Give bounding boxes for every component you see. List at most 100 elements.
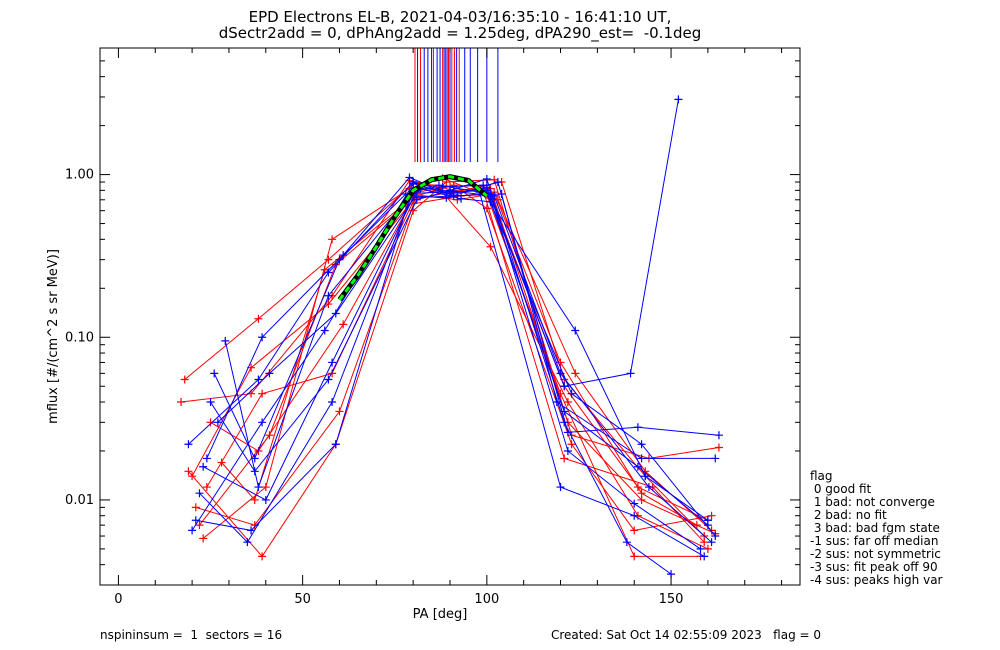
data-point (560, 454, 569, 463)
data-point (438, 182, 447, 191)
data-point (560, 418, 569, 427)
flag-legend: flag 0 good fit 1 bad: not converge 2 ba… (810, 470, 942, 587)
data-point (331, 440, 340, 449)
data-point (254, 375, 263, 384)
series-line (213, 190, 712, 543)
data-point (191, 503, 200, 512)
data-point (335, 255, 344, 264)
data-point (328, 358, 337, 367)
data-point (674, 95, 683, 104)
data-point (250, 495, 259, 504)
data-point (490, 191, 499, 200)
data-point (637, 440, 646, 449)
data-point (265, 369, 274, 378)
x-tick-label: 50 (294, 592, 311, 607)
data-point (630, 511, 639, 520)
series-line (210, 178, 672, 575)
data-point (188, 472, 197, 481)
data-point (339, 320, 348, 329)
data-point (210, 369, 219, 378)
data-point (243, 538, 252, 547)
data-point (405, 173, 414, 182)
data-point (221, 336, 230, 345)
data-point (446, 186, 454, 195)
data-point (206, 397, 215, 406)
data-point (258, 418, 267, 427)
data-point (711, 532, 720, 541)
data-point (703, 516, 712, 525)
data-point (567, 389, 576, 398)
x-tick-label: 0 (114, 592, 122, 607)
fit-curve (338, 175, 488, 301)
data-point (449, 191, 458, 200)
data-point (199, 462, 208, 471)
data-point (626, 369, 635, 378)
data-point (258, 333, 267, 342)
data-point (328, 397, 337, 406)
data-point (707, 538, 716, 547)
data-point (265, 431, 274, 440)
x-tick-label: 150 (659, 592, 684, 607)
data-point (184, 467, 193, 476)
chart-title-line-1: EPD Electrons EL-B, 2021-04-03/16:35:10 … (248, 8, 672, 26)
data-point (434, 181, 443, 190)
data-point (335, 407, 344, 416)
data-point (195, 521, 204, 530)
data-point (324, 255, 333, 264)
legend-item: 3 bad: bad fgm state (810, 521, 940, 535)
data-point (696, 544, 705, 553)
x-axis-label: PA [deg] (413, 607, 468, 622)
data-point (571, 326, 580, 335)
data-point (457, 194, 466, 203)
data-point (497, 189, 506, 198)
data-point (630, 499, 639, 508)
data-point (560, 382, 569, 391)
chart-title-line-2: dSectr2add = 0, dPhAng2add = 1.25deg, dP… (218, 24, 702, 42)
data-point (202, 454, 211, 463)
x-tick-label: 100 (474, 592, 499, 607)
data-point (324, 375, 333, 384)
footer-created-info: Created: Sat Oct 14 02:55:09 2023 flag =… (551, 628, 822, 642)
series-line (210, 188, 709, 550)
series-line (206, 181, 705, 537)
series-line (217, 188, 709, 521)
data-point (637, 454, 646, 463)
data-point (622, 538, 631, 547)
legend-item: 1 bad: not converge (810, 495, 935, 509)
data-point (711, 454, 720, 463)
data-point (195, 489, 204, 498)
data-point (486, 242, 495, 251)
data-point (493, 178, 502, 187)
data-point (482, 174, 491, 183)
data-point (188, 526, 197, 535)
series-line (191, 189, 705, 543)
data-point (250, 467, 259, 476)
data-point (247, 526, 256, 535)
data-point (339, 251, 348, 260)
y-axis-label: mflux [#/(cm^2 s sr MeV)] (46, 249, 61, 424)
series-line (184, 183, 709, 521)
data-point (254, 483, 263, 492)
data-point (177, 397, 186, 406)
data-point (184, 440, 193, 449)
series-line (206, 176, 716, 459)
series-line (199, 191, 698, 526)
data-point (328, 369, 337, 378)
data-point (563, 446, 572, 455)
data-point (714, 431, 723, 440)
data-point (261, 495, 270, 504)
data-point (199, 534, 208, 543)
legend-item: -2 sus: not symmetric (810, 547, 941, 561)
data-point (409, 179, 418, 188)
data-point (331, 309, 340, 318)
data-point (328, 235, 337, 244)
data-point (637, 489, 646, 498)
data-point (630, 552, 639, 561)
legend-item: -1 sus: far off median (810, 534, 939, 548)
data-point (324, 291, 333, 300)
data-point (320, 326, 329, 335)
data-point (703, 544, 712, 553)
data-point (258, 389, 267, 398)
